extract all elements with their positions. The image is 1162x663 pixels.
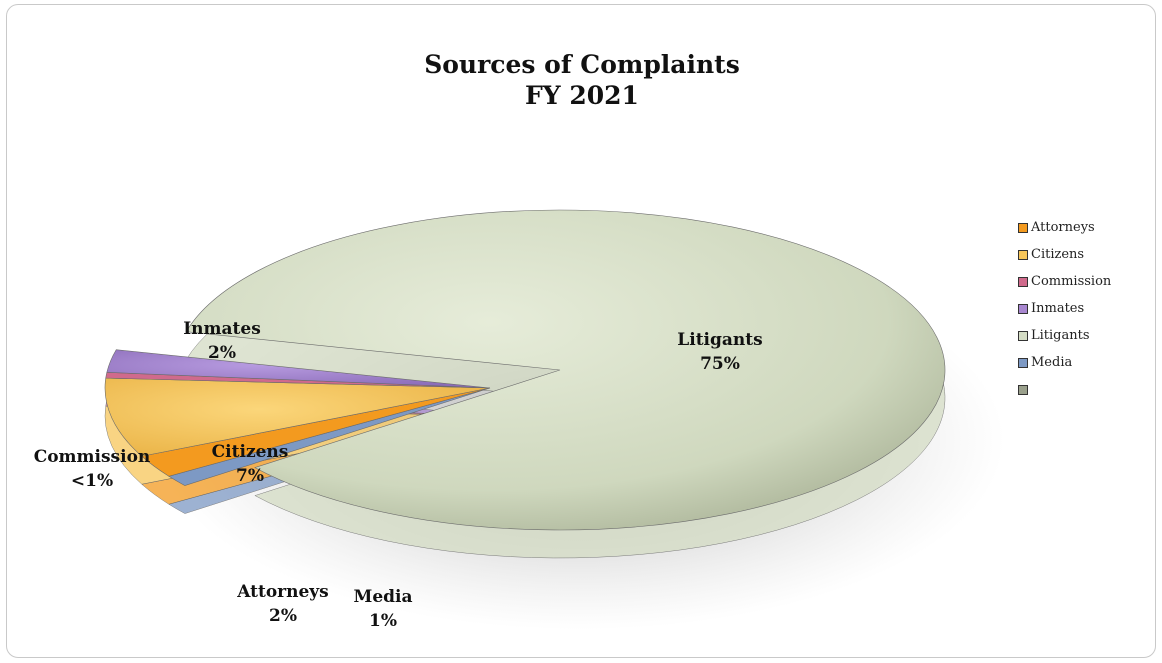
legend-item: Media <box>1018 349 1111 376</box>
slice-label-attorneys: Attorneys <box>236 582 329 602</box>
slice-label-litigants: Litigants <box>677 330 762 350</box>
legend-item: Commission <box>1018 268 1111 295</box>
slice-litigants <box>185 209 946 531</box>
slice-label-inmates: Inmates <box>183 319 261 339</box>
slice-value-commission: <1% <box>71 471 113 491</box>
slice-citizens <box>104 377 491 457</box>
legend-item: Litigants <box>1018 322 1111 349</box>
legend-item: Inmates <box>1018 295 1111 322</box>
slice-value-attorneys: 2% <box>269 606 297 626</box>
legend-swatch <box>1018 330 1028 341</box>
legend-swatch <box>1018 303 1028 314</box>
legend-label: Commission <box>1031 274 1112 289</box>
legend-label: Inmates <box>1031 301 1085 316</box>
slice-inmates <box>106 349 491 389</box>
legend-label: Citizens <box>1031 247 1085 262</box>
legend-swatch <box>1018 222 1028 233</box>
slice-value-litigants: 75% <box>700 354 740 374</box>
slice-value-inmates: 2% <box>208 343 236 363</box>
legend-item: Citizens <box>1018 241 1111 268</box>
legend-swatch <box>1018 384 1028 395</box>
slice-labels: Attorneys 2% Citizens 7% Commission <1% Inmate… <box>34 319 763 631</box>
legend-label: Media <box>1031 355 1073 370</box>
chart-title-main: Sources of Complaints <box>424 50 740 79</box>
legend-swatch <box>1018 357 1028 368</box>
slice-label-commission: Commission <box>34 447 151 467</box>
legend-label: Litigants <box>1031 328 1090 343</box>
legend-item <box>1018 376 1111 403</box>
slice-label-citizens: Citizens <box>212 442 289 462</box>
legend-swatch <box>1018 276 1028 287</box>
legend-label: Attorneys <box>1031 220 1095 235</box>
slice-label-media: Media <box>354 587 413 607</box>
legend-item: Attorneys <box>1018 214 1111 241</box>
chart-title: Sources of Complaints FY 2021 <box>7 49 1157 111</box>
slice-value-citizens: 7% <box>236 466 264 486</box>
pie-slices <box>104 209 1005 630</box>
slice-value-media: 1% <box>369 611 397 631</box>
legend-swatch <box>1018 249 1028 260</box>
legend: Attorneys Citizens Commission Inmates Litiga… <box>1018 214 1111 403</box>
chart-subtitle: FY 2021 <box>525 81 639 110</box>
